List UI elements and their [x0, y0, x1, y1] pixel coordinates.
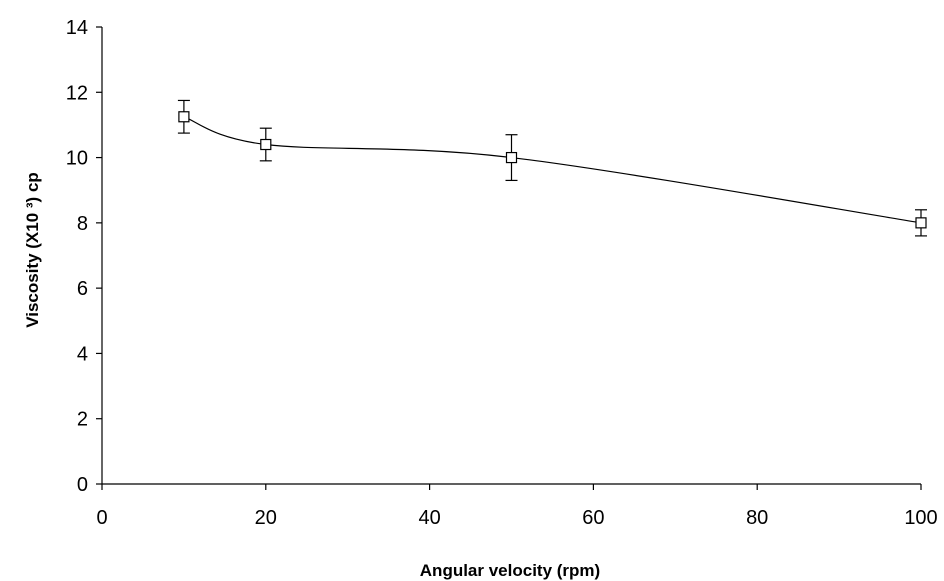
y-tick-label: 8 — [77, 213, 88, 235]
x-tick-label: 60 — [582, 507, 604, 529]
y-axis-title: Viscosity (X10 ³) cp — [23, 172, 42, 328]
y-tick-label: 14 — [66, 17, 88, 39]
y-tick-label: 0 — [77, 474, 88, 496]
axes — [101, 27, 921, 485]
data-point-marker — [915, 217, 927, 229]
x-tick-label: 80 — [746, 507, 768, 529]
y-tick-label: 4 — [77, 343, 88, 365]
data-point-marker — [260, 138, 272, 151]
data-point-marker — [505, 151, 518, 164]
series-line — [183, 116, 922, 224]
y-tick-label: 10 — [66, 148, 88, 170]
y-tick-label: 2 — [77, 409, 88, 431]
x-tick-label: 20 — [255, 507, 277, 529]
x-tick-label: 40 — [418, 507, 440, 529]
ticks: 0 2 4 6 8 10 12 14 0 20 40 60 80 100 — [66, 17, 938, 529]
plot-area — [177, 99, 927, 237]
y-tick-label: 12 — [66, 82, 88, 104]
x-axis-title: Angular velocity (rpm) — [420, 561, 600, 580]
y-tick-label: 6 — [77, 278, 88, 300]
data-point-marker — [178, 111, 190, 123]
x-tick-label: 0 — [96, 507, 107, 529]
x-tick-label: 100 — [904, 507, 937, 529]
